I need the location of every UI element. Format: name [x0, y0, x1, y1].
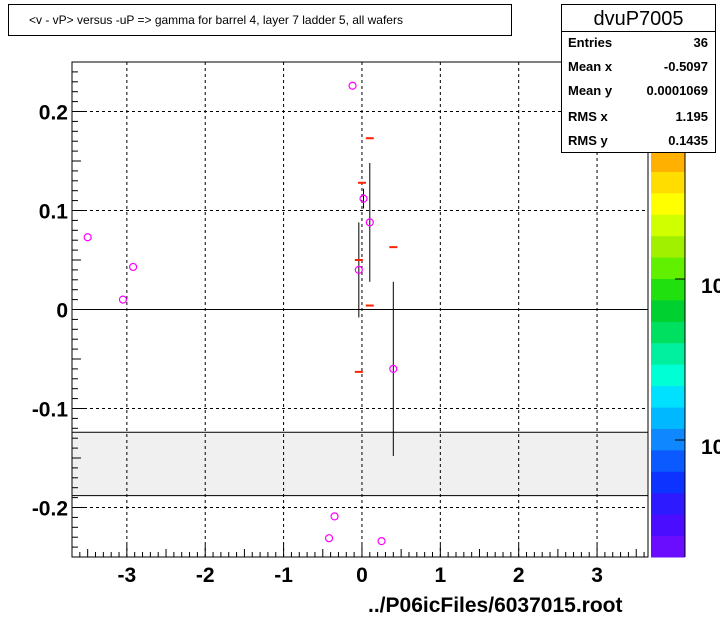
- data-point: [365, 218, 374, 227]
- color-scale-cell: [651, 150, 685, 172]
- x-tick-label: 0: [356, 564, 368, 587]
- data-point: [377, 537, 386, 546]
- data-point: [359, 194, 368, 203]
- y-tick-label: -0.2: [32, 498, 68, 521]
- x-tick-label: 2: [513, 564, 525, 587]
- file-path-label: ../P06icFiles/6037015.root: [368, 594, 623, 617]
- y-tick-label: 0: [56, 300, 68, 323]
- stats-box: dvuP7005 Entries 36 Mean x -0.5097 Mean …: [561, 4, 716, 153]
- x-tick-label: -1: [274, 564, 293, 587]
- shaded-band: [71, 431, 649, 497]
- color-scale-cell: [651, 192, 685, 215]
- stats-name: dvuP7005: [562, 5, 715, 32]
- color-scale-cell: [651, 342, 685, 365]
- color-scale-cell: [651, 449, 685, 472]
- color-scale-cell: [651, 257, 685, 280]
- color-scale-cell: [651, 428, 685, 451]
- color-scale-cell: [651, 514, 685, 537]
- chart-title: <v - vP> versus -uP => gamma for barrel …: [29, 13, 403, 27]
- stat-label: RMS x: [568, 109, 608, 124]
- color-scale-cell: [651, 535, 685, 558]
- color-scale-cell: [651, 385, 685, 408]
- data-point: [354, 265, 363, 274]
- color-scale-label: 10: [701, 275, 720, 298]
- color-scale-cell: [651, 407, 685, 429]
- color-scale-label: 10: [701, 436, 720, 459]
- color-scale-cell: [651, 171, 685, 194]
- data-point: [348, 81, 357, 90]
- color-scale-cell: [651, 471, 685, 494]
- data-point: [129, 262, 138, 272]
- data-point: [118, 295, 128, 304]
- data-point: [389, 364, 398, 373]
- x-tick-label: -2: [196, 564, 215, 587]
- x-tick-label: -3: [118, 564, 137, 587]
- color-scale-cell: [651, 321, 685, 344]
- color-scale-cell: [651, 278, 685, 301]
- stat-label: RMS y: [568, 133, 608, 148]
- data-point: [83, 233, 92, 242]
- stat-value: 36: [693, 35, 708, 50]
- stat-value: 0.0001069: [646, 83, 708, 98]
- y-tick-label: 0.2: [39, 102, 68, 125]
- color-scale-cell: [651, 364, 685, 387]
- x-tick-label: 3: [591, 564, 603, 587]
- stat-label: Mean y: [568, 83, 613, 98]
- stat-label: Mean x: [568, 59, 613, 74]
- color-scale-cell: [651, 235, 685, 258]
- data-point: [324, 534, 334, 543]
- y-tick-label: 0.1: [39, 201, 69, 224]
- color-scale-cell: [651, 492, 685, 515]
- y-tick-label: -0.1: [32, 399, 69, 422]
- stat-value: 1.195: [675, 109, 708, 124]
- x-tick-label: 1: [434, 564, 446, 587]
- data-point: [330, 512, 339, 521]
- stat-value: -0.5097: [663, 59, 708, 74]
- stat-value: 0.1435: [668, 133, 708, 148]
- stat-label: Entries: [568, 35, 613, 50]
- color-scale-cell: [651, 299, 685, 322]
- chart-title-box: <v - vP> versus -uP => gamma for barrel …: [8, 4, 512, 36]
- color-scale-cell: [651, 214, 685, 237]
